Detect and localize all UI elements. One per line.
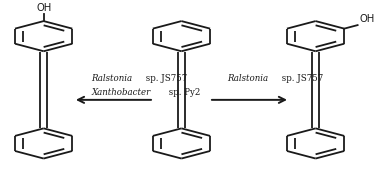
Text: Ralstonia: Ralstonia bbox=[91, 74, 133, 83]
Text: Xanthobacter: Xanthobacter bbox=[91, 88, 151, 97]
Text: sp. JS757: sp. JS757 bbox=[143, 74, 187, 83]
Text: OH: OH bbox=[359, 14, 375, 24]
Text: sp. Py2: sp. Py2 bbox=[166, 88, 200, 97]
Text: Ralstonia: Ralstonia bbox=[228, 74, 268, 83]
Text: sp. JS757: sp. JS757 bbox=[279, 74, 323, 83]
Text: OH: OH bbox=[36, 3, 51, 13]
